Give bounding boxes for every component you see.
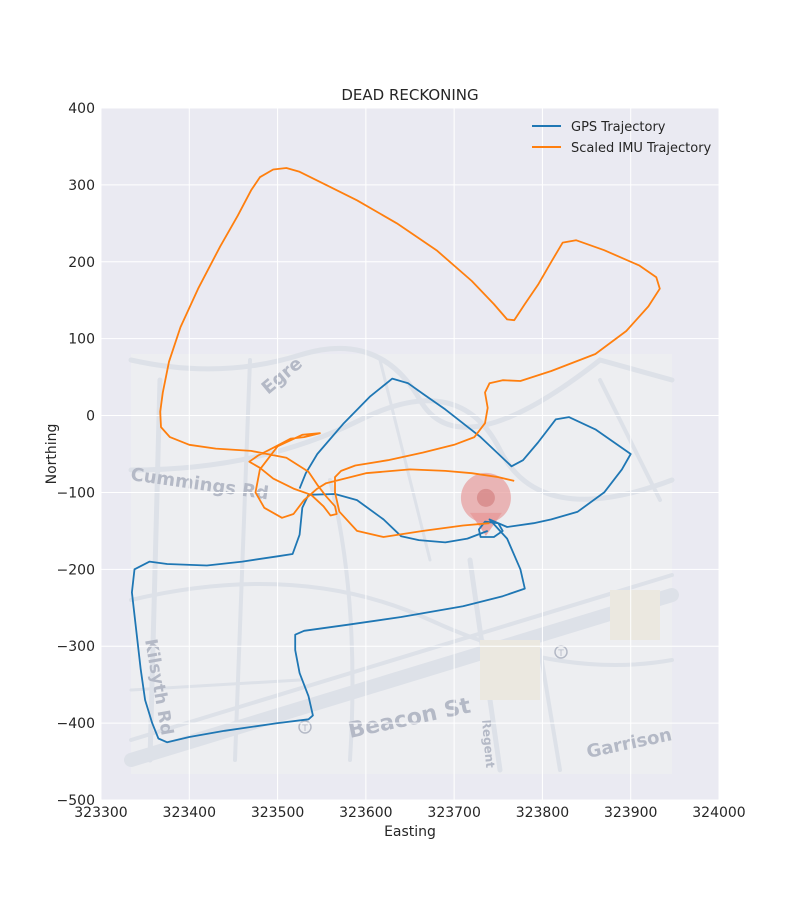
- x-tick-labels: 323300 323400 323500 323600 323700 323800 3239…: [74, 805, 745, 821]
- y-tick-label: −300: [57, 639, 95, 655]
- map-road: [128, 346, 675, 430]
- transit-icon: T: [298, 720, 312, 734]
- y-tick-label: 0: [86, 409, 95, 425]
- map-road: [147, 377, 163, 763]
- x-tick-label: 323300: [74, 805, 127, 821]
- x-tick-label: 323400: [163, 805, 216, 821]
- y-tick-label: −100: [57, 485, 95, 501]
- legend-imu-label: Scaled IMU Trajectory: [571, 141, 712, 156]
- location-marker: [460, 472, 511, 536]
- map-road: [538, 648, 562, 772]
- map-road: [129, 678, 302, 692]
- map-block: [610, 590, 660, 640]
- transit-icon-glyph: T: [301, 724, 308, 734]
- transit-icon-circle: [298, 720, 312, 734]
- y-tick-label: 300: [68, 178, 95, 194]
- y-tick-label: 100: [68, 332, 95, 348]
- map-road: [129, 582, 674, 667]
- y-tick-labels: 400 300 200 100 0 −100 −200 −300 −400 −500: [57, 101, 95, 809]
- transit-icon-glyph: T: [557, 649, 564, 659]
- background-map: Egre Cummings Rd Kilsyth Rd Beacon St Re…: [124, 346, 679, 774]
- y-tick-label: 200: [68, 255, 95, 271]
- series-lines: [131, 167, 661, 744]
- grid-lines: [100, 107, 720, 801]
- y-tick-label: 400: [68, 101, 95, 117]
- x-tick-label: 323800: [516, 805, 569, 821]
- y-axis-label: Northing: [44, 424, 60, 485]
- chart-title: DEAD RECKONING: [341, 86, 478, 104]
- map-road: [378, 358, 432, 562]
- map-road: [233, 358, 252, 762]
- x-tick-label: 323500: [251, 805, 304, 821]
- series-line-gps: [131, 377, 632, 744]
- map-label-regent: Regent: [479, 719, 497, 769]
- legend-gps-label: GPS Trajectory: [571, 120, 666, 135]
- y-tick-label: −200: [57, 562, 95, 578]
- map-road: [124, 588, 679, 767]
- series-line-imu: [159, 167, 661, 538]
- legend: GPS Trajectory Scaled IMU Trajectory: [532, 120, 712, 156]
- x-axis-label: Easting: [384, 824, 436, 840]
- map-road: [598, 378, 662, 502]
- x-tick-label: 323700: [427, 805, 480, 821]
- y-tick-label: −500: [57, 793, 95, 809]
- map-block: [480, 640, 540, 700]
- map-road: [129, 573, 674, 742]
- x-tick-label: 323900: [604, 805, 657, 821]
- x-tick-label: 324000: [692, 805, 745, 821]
- marker-pin-center: [476, 488, 495, 507]
- x-tick-label: 323600: [339, 805, 392, 821]
- y-tick-label: −400: [57, 716, 95, 732]
